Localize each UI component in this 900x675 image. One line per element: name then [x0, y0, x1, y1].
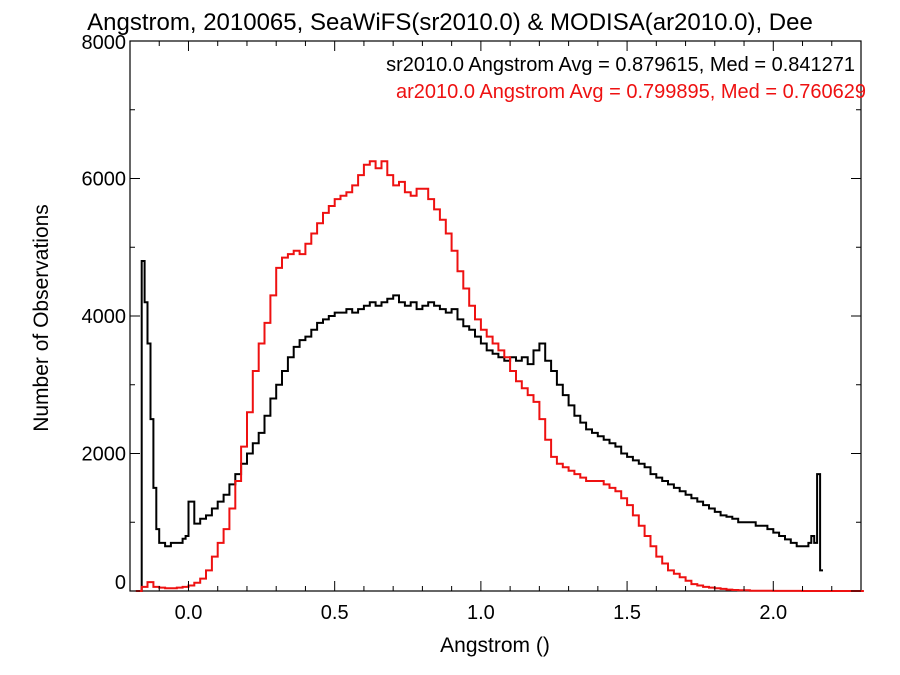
series-layer: [135, 160, 864, 592]
legend-entry-sr2010: sr2010.0 Angstrom Avg = 0.879615, Med = …: [386, 54, 855, 76]
plot-frame: [129, 40, 862, 592]
y-tick-label: 6000: [82, 169, 127, 191]
y-axis-label: Number of Observations: [30, 204, 53, 432]
x-tick-label: 0.5: [321, 602, 349, 624]
x-axis-label: Angstrom (): [440, 634, 550, 657]
series-line-ar2010-0: [135, 160, 864, 592]
ticks-layer: 0.0 0.5 1.0 1.5 2.0 0 2000 4000 6000 8000: [82, 32, 861, 624]
x-tick-label: 1.0: [467, 602, 495, 624]
x-tick-label: 0.0: [175, 602, 203, 624]
chart-title: Angstrom, 2010065, SeaWiFS(sr2010.0) & M…: [87, 9, 813, 36]
y-tick-label: 8000: [82, 32, 127, 54]
y-tick-label: 0: [115, 572, 126, 594]
series-line-sr2010-0: [137, 260, 823, 592]
x-tick-label: 1.5: [613, 602, 641, 624]
x-tick-label: 2.0: [759, 602, 787, 624]
y-tick-label: 2000: [82, 444, 127, 466]
legend-entry-ar2010: ar2010.0 Angstrom Avg = 0.799895, Med = …: [396, 81, 866, 103]
plot-border: [129, 40, 862, 592]
y-tick-label: 4000: [82, 306, 127, 328]
